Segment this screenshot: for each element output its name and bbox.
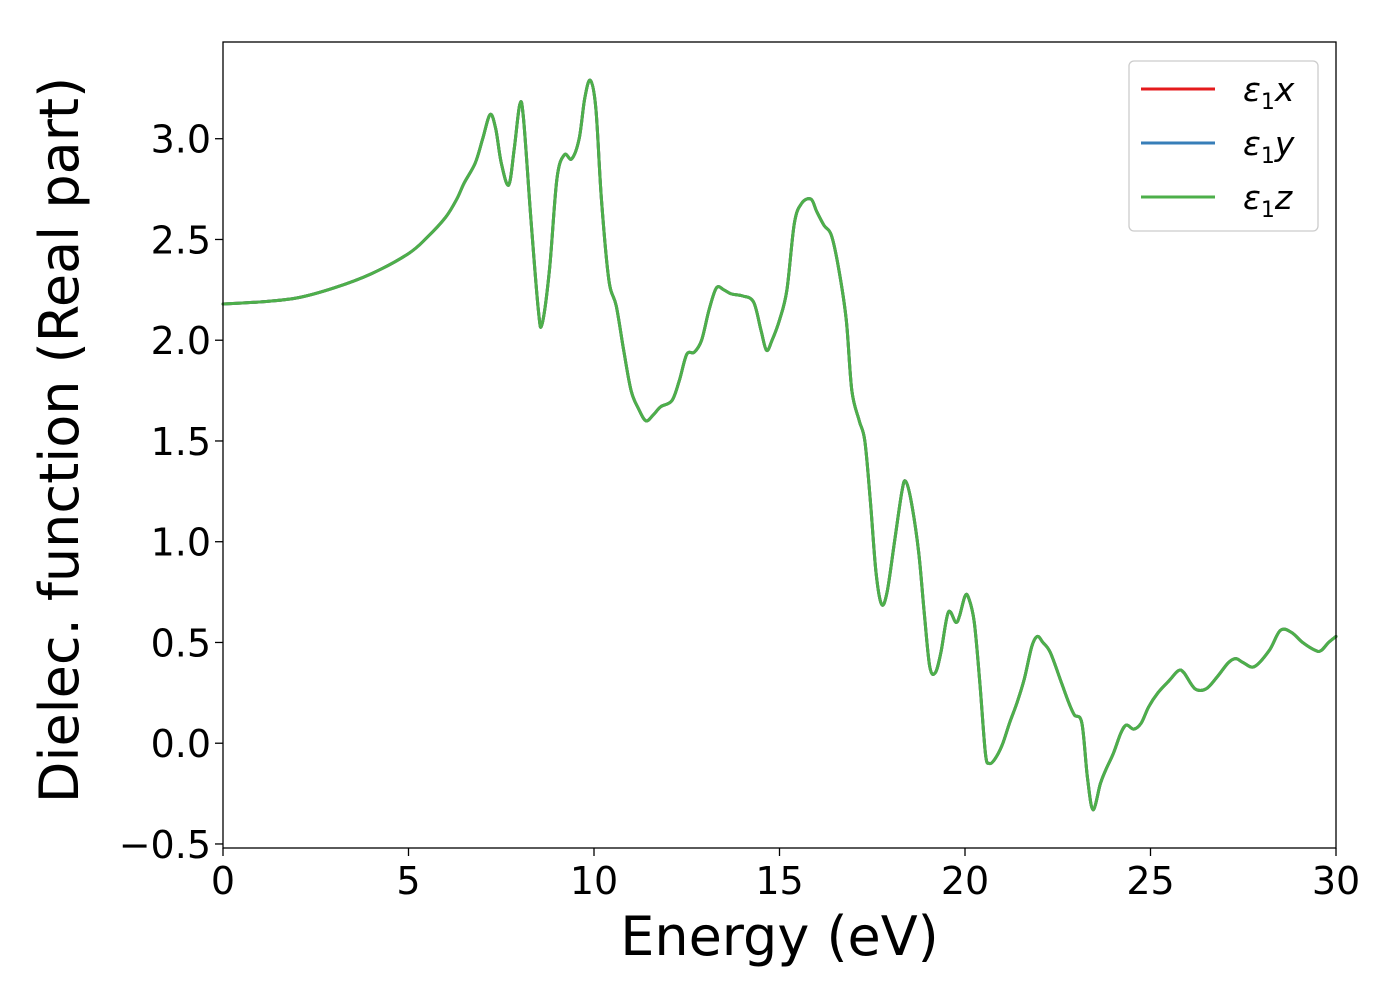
legend-box	[1128, 60, 1319, 232]
x-tick-label: 5	[396, 859, 420, 903]
legend-label: ε1x	[1243, 70, 1295, 115]
x-tick-label: 30	[1312, 859, 1360, 903]
x-tick-label: 15	[755, 859, 803, 903]
legend: ε1x ε1y ε1z	[1128, 60, 1319, 232]
y-axis-ticks: −0.5 0.0 0.5 1.0 1.5 2.0 2.5 3.0	[119, 118, 223, 867]
y-axis-label: Dielec. function (Real part)	[28, 77, 91, 803]
series-line-z	[221, 78, 1338, 812]
x-tick-label: 25	[1126, 859, 1174, 903]
y-tick-label: 2.0	[151, 319, 211, 363]
legend-label: ε1y	[1243, 124, 1295, 169]
x-tick-label: 20	[941, 859, 989, 903]
x-tick-label: 10	[570, 859, 618, 903]
y-tick-label: 3.0	[151, 118, 211, 162]
series-layer	[221, 78, 1338, 812]
x-tick-label: 0	[211, 859, 235, 903]
legend-label: ε1z	[1243, 178, 1293, 223]
y-tick-label: 0.5	[151, 621, 211, 665]
y-tick-label: 1.0	[151, 521, 211, 565]
y-tick-label: −0.5	[119, 823, 211, 867]
y-tick-label: 1.5	[151, 420, 211, 464]
x-axis-ticks: 0 5 10 15 20 25 30	[211, 848, 1360, 903]
x-axis-label: Energy (eV)	[620, 905, 939, 968]
y-tick-label: 0.0	[151, 722, 211, 766]
y-tick-label: 2.5	[151, 218, 211, 262]
